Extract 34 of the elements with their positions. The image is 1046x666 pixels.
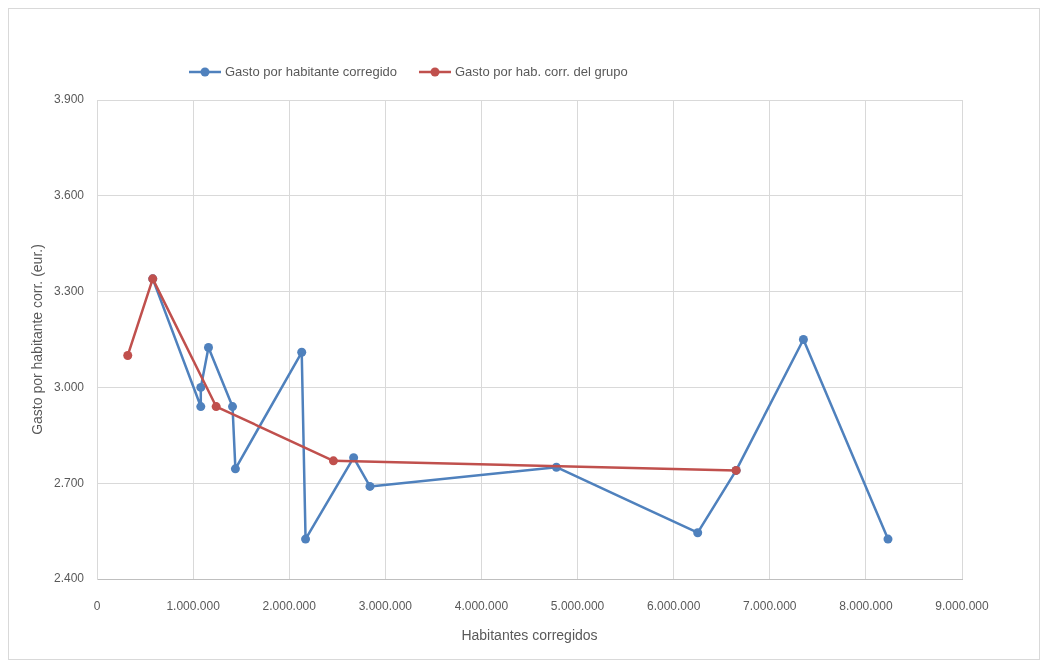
x-axis-title: Habitantes corregidos bbox=[461, 627, 598, 644]
x-tick-label: 9.000.000 bbox=[935, 598, 990, 613]
point bbox=[203, 342, 213, 352]
legend-label: Gasto por hab. corr. del grupo bbox=[455, 63, 628, 79]
y-tick-label: 2.700 bbox=[53, 475, 85, 490]
x-tick-label: 1.000.000 bbox=[166, 598, 221, 613]
point bbox=[196, 382, 206, 392]
y-tick-label: 3.600 bbox=[53, 188, 85, 203]
legend-label: Gasto por habitante corregido bbox=[225, 63, 397, 79]
y-tick-label: 3.300 bbox=[53, 283, 85, 298]
point bbox=[228, 402, 238, 412]
point bbox=[883, 534, 893, 544]
x-tick-label: 0 bbox=[93, 598, 101, 613]
x-tick-label: 8.000.000 bbox=[839, 598, 893, 613]
x-tick-label: 2.000.000 bbox=[262, 598, 317, 613]
x-tick-label: 5.000.000 bbox=[550, 598, 605, 613]
x-tick-label: 7.000.000 bbox=[743, 598, 797, 613]
point bbox=[230, 464, 240, 474]
point bbox=[365, 481, 375, 491]
y-tick-label: 3.900 bbox=[53, 92, 85, 107]
point bbox=[123, 350, 133, 360]
point bbox=[211, 402, 221, 412]
y-axis-title: Gasto por habitante corr. (eur.) bbox=[29, 244, 46, 435]
point bbox=[328, 456, 338, 466]
x-tick-label: 4.000.000 bbox=[454, 598, 509, 613]
point bbox=[196, 402, 206, 412]
point bbox=[297, 347, 307, 357]
x-tick-label: 6.000.000 bbox=[646, 598, 701, 613]
point bbox=[693, 528, 703, 538]
y-tick-label: 3.000 bbox=[53, 379, 85, 394]
x-tick-label: 3.000.000 bbox=[358, 598, 413, 613]
y-tick-label: 2.400 bbox=[53, 571, 85, 586]
point bbox=[301, 534, 311, 544]
point bbox=[798, 335, 808, 344]
